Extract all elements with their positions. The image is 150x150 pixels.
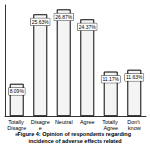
svg-text:Totally: Totally — [102, 119, 120, 125]
svg-text:Agree: Agree — [103, 125, 118, 131]
svg-text:Disagre: Disagre — [30, 119, 50, 125]
svg-text:Totally: Totally — [8, 119, 26, 125]
svg-text:25.63%: 25.63% — [32, 19, 50, 25]
svg-text:8.09%: 8.09% — [10, 88, 25, 94]
svg-text:11.17%: 11.17% — [102, 76, 119, 82]
svg-text:Agree: Agree — [80, 119, 95, 125]
svg-text:26.87%: 26.87% — [55, 14, 73, 20]
svg-text:24.37%: 24.37% — [79, 24, 97, 30]
svg-text:e: e — [39, 125, 42, 131]
svg-text:Don't: Don't — [127, 119, 142, 125]
svg-text:Disagre: Disagre — [7, 125, 27, 131]
svg-text:know: know — [128, 125, 141, 131]
svg-text:Figure 4: Opinion of responden: Figure 4: Opinion of respondents regardi… — [17, 131, 132, 137]
svg-text:Neutral: Neutral — [55, 119, 73, 125]
svg-text:11.63%: 11.63% — [126, 74, 143, 80]
svg-text:incidence of adverse effects r: incidence of adverse effects related — [28, 138, 121, 144]
